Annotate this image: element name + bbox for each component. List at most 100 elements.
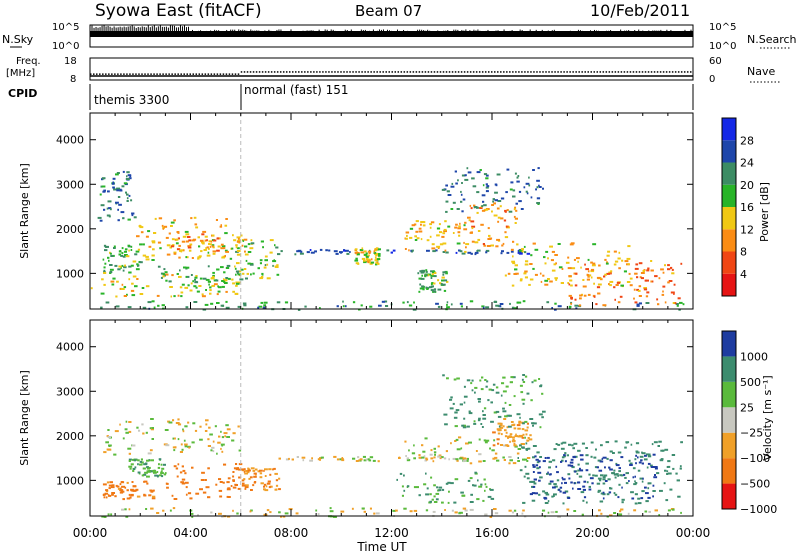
frequency-point [665, 71, 668, 73]
data-cell [210, 511, 213, 514]
cpid-strip: CPID themis 3300 normal (fast) 151 [8, 83, 694, 110]
data-cell [284, 512, 289, 515]
data-cell [539, 385, 542, 388]
data-cell [188, 446, 191, 449]
data-cell [272, 264, 274, 267]
data-cell [476, 498, 480, 501]
data-cell [443, 279, 448, 282]
data-cell [193, 285, 197, 288]
data-cell [242, 239, 245, 242]
data-cell [457, 231, 461, 234]
data-cell [561, 459, 564, 462]
data-cell [446, 377, 449, 380]
data-cell [508, 404, 512, 406]
data-cell [157, 466, 161, 469]
data-cell [409, 227, 414, 230]
data-cell [123, 266, 127, 269]
data-cell [113, 245, 116, 248]
data-cell [645, 295, 649, 298]
colorbar-swatch [722, 184, 736, 207]
data-cell [176, 273, 179, 275]
data-cell [369, 456, 374, 459]
data-cell [373, 512, 376, 515]
data-cell [145, 431, 148, 434]
data-cell [536, 451, 540, 454]
data-cell [259, 259, 263, 262]
data-cell [103, 516, 107, 518]
frequency-point [418, 71, 421, 73]
data-cell [278, 511, 281, 514]
data-cell [339, 251, 343, 254]
data-cell [532, 424, 534, 427]
data-cell [208, 283, 210, 286]
data-cell [450, 396, 453, 399]
data-cell [170, 221, 175, 224]
data-cell [585, 469, 589, 472]
data-cell [217, 245, 221, 248]
data-cell [461, 182, 463, 184]
data-cell [480, 223, 484, 226]
data-cell [266, 509, 270, 512]
data-cell [425, 472, 427, 475]
data-cell [120, 211, 125, 214]
frequency-point [575, 71, 577, 73]
y-tick-label: 4000 [56, 134, 84, 147]
velocity-heatmap [101, 320, 683, 518]
data-cell [433, 290, 436, 293]
data-cell [621, 259, 624, 262]
data-cell [416, 237, 420, 240]
data-cell [591, 482, 594, 485]
data-cell [106, 207, 109, 210]
data-cell [309, 459, 313, 462]
data-cell [503, 219, 507, 222]
data-cell [119, 487, 122, 490]
data-cell [443, 457, 447, 460]
data-cell [105, 489, 109, 492]
data-cell [112, 254, 115, 257]
data-cell [109, 268, 114, 271]
data-cell [543, 496, 547, 499]
data-cell [102, 483, 107, 486]
data-cell [520, 443, 525, 445]
data-cell [363, 261, 367, 264]
frequency-point [150, 73, 152, 75]
data-cell [413, 301, 415, 304]
data-cell [587, 258, 590, 261]
data-cell [392, 249, 396, 252]
data-cell [418, 456, 422, 459]
data-cell [424, 437, 428, 440]
data-cell [437, 305, 441, 308]
data-cell [674, 302, 677, 305]
frequency-point [596, 71, 599, 73]
data-cell [104, 262, 107, 265]
data-cell [654, 474, 656, 476]
data-cell [459, 250, 463, 253]
data-cell [595, 303, 598, 306]
data-cell [513, 509, 517, 512]
data-cell [542, 460, 546, 463]
data-cell [247, 467, 250, 470]
data-cell [168, 232, 171, 235]
data-cell [131, 294, 136, 297]
frequency-point [288, 71, 291, 73]
data-cell [184, 445, 188, 448]
frequency-point [285, 71, 288, 73]
data-cell [445, 482, 449, 485]
data-cell [119, 483, 122, 486]
data-cell [431, 273, 434, 276]
data-cell [597, 489, 602, 492]
data-cell [209, 286, 212, 289]
data-cell [664, 264, 666, 267]
data-cell [647, 267, 650, 270]
data-cell [117, 208, 119, 211]
data-cell [107, 429, 110, 431]
data-cell [609, 459, 613, 462]
data-cell [590, 455, 593, 458]
data-cell [376, 262, 380, 265]
data-cell [266, 263, 269, 266]
data-cell [406, 234, 408, 237]
frequency-point [304, 71, 306, 73]
frequency-point [249, 71, 252, 73]
data-cell [403, 489, 406, 492]
data-cell [123, 295, 127, 297]
